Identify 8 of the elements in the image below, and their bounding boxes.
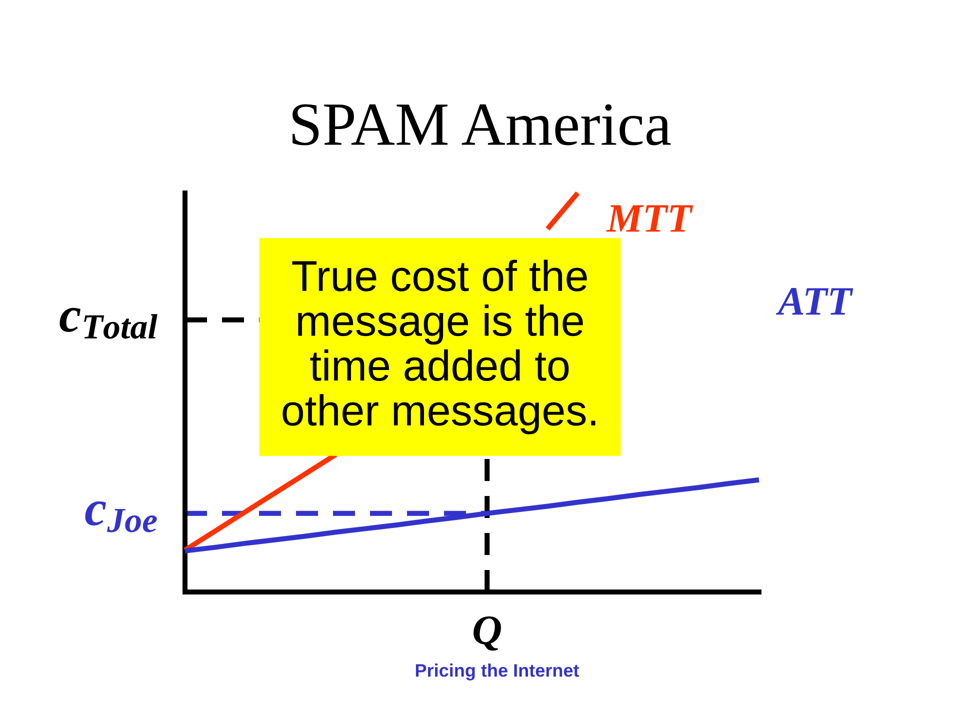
x-axis-title: Q [474, 616, 501, 651]
text: Pricing the Internet [416, 664, 580, 680]
ref-line-label: c$_{Total}$ [60, 308, 158, 339]
text: ATT [776, 288, 854, 315]
annotation: True cost of the message is the time added to other messages. [282, 260, 596, 434]
chart-title: SPAM America [292, 104, 671, 146]
series-label: MTT [606, 205, 694, 232]
ref-line-label: c$_{Joe}$ [85, 501, 157, 532]
